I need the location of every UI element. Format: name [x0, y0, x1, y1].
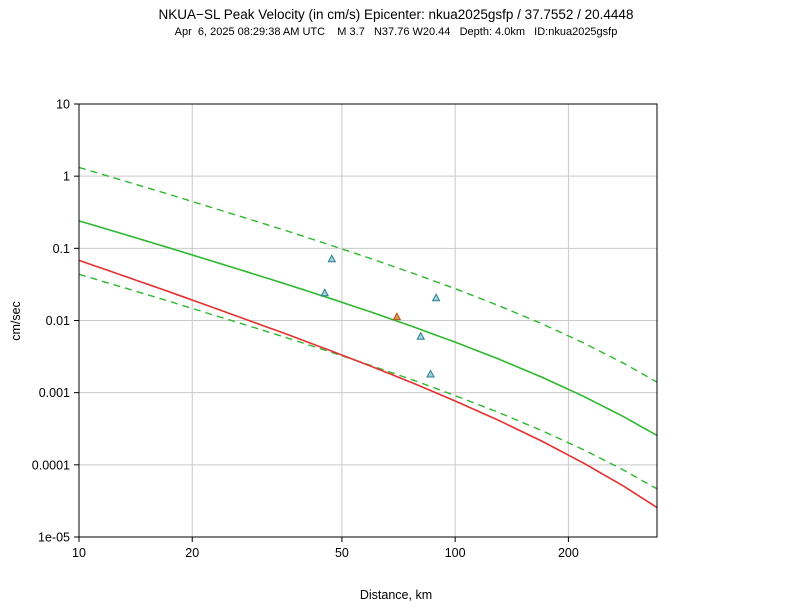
- y-tick-label: 0.0001: [32, 458, 70, 472]
- curve-gmpe-median: [78, 220, 658, 437]
- y-tick-label: 1: [63, 170, 70, 184]
- y-tick-label: 0.001: [39, 386, 70, 400]
- x-tick-label: 50: [335, 546, 349, 560]
- x-tick-label: 100: [445, 546, 466, 560]
- chart-title: NKUA−SL Peak Velocity (in cm/s) Epicente…: [158, 7, 634, 22]
- y-tick-label: 0.01: [46, 314, 70, 328]
- x-tick-label: 20: [185, 546, 199, 560]
- y-tick-label: 10: [56, 98, 70, 112]
- curve-gmpe-alternate: [78, 259, 658, 509]
- station-point-marker: [426, 369, 435, 378]
- y-axis-label: cm/sec: [9, 301, 23, 341]
- station-point-marker: [416, 331, 426, 340]
- station-point-marker: [327, 254, 337, 263]
- station-point-marker: [320, 288, 330, 297]
- y-tick-label: 0.1: [53, 242, 70, 256]
- x-tick-label: 10: [72, 546, 86, 560]
- y-tick-label: 1e-05: [38, 531, 70, 545]
- curve-gmpe-plus-sigma: [78, 166, 658, 383]
- chart-subtitle: Apr 6, 2025 08:29:38 AM UTC M 3.7 N37.76…: [174, 26, 618, 38]
- x-axis-label: Distance, km: [359, 588, 433, 602]
- station-point-marker: [431, 293, 441, 302]
- x-tick-label: 200: [558, 546, 579, 560]
- station-point-marker: [392, 312, 402, 321]
